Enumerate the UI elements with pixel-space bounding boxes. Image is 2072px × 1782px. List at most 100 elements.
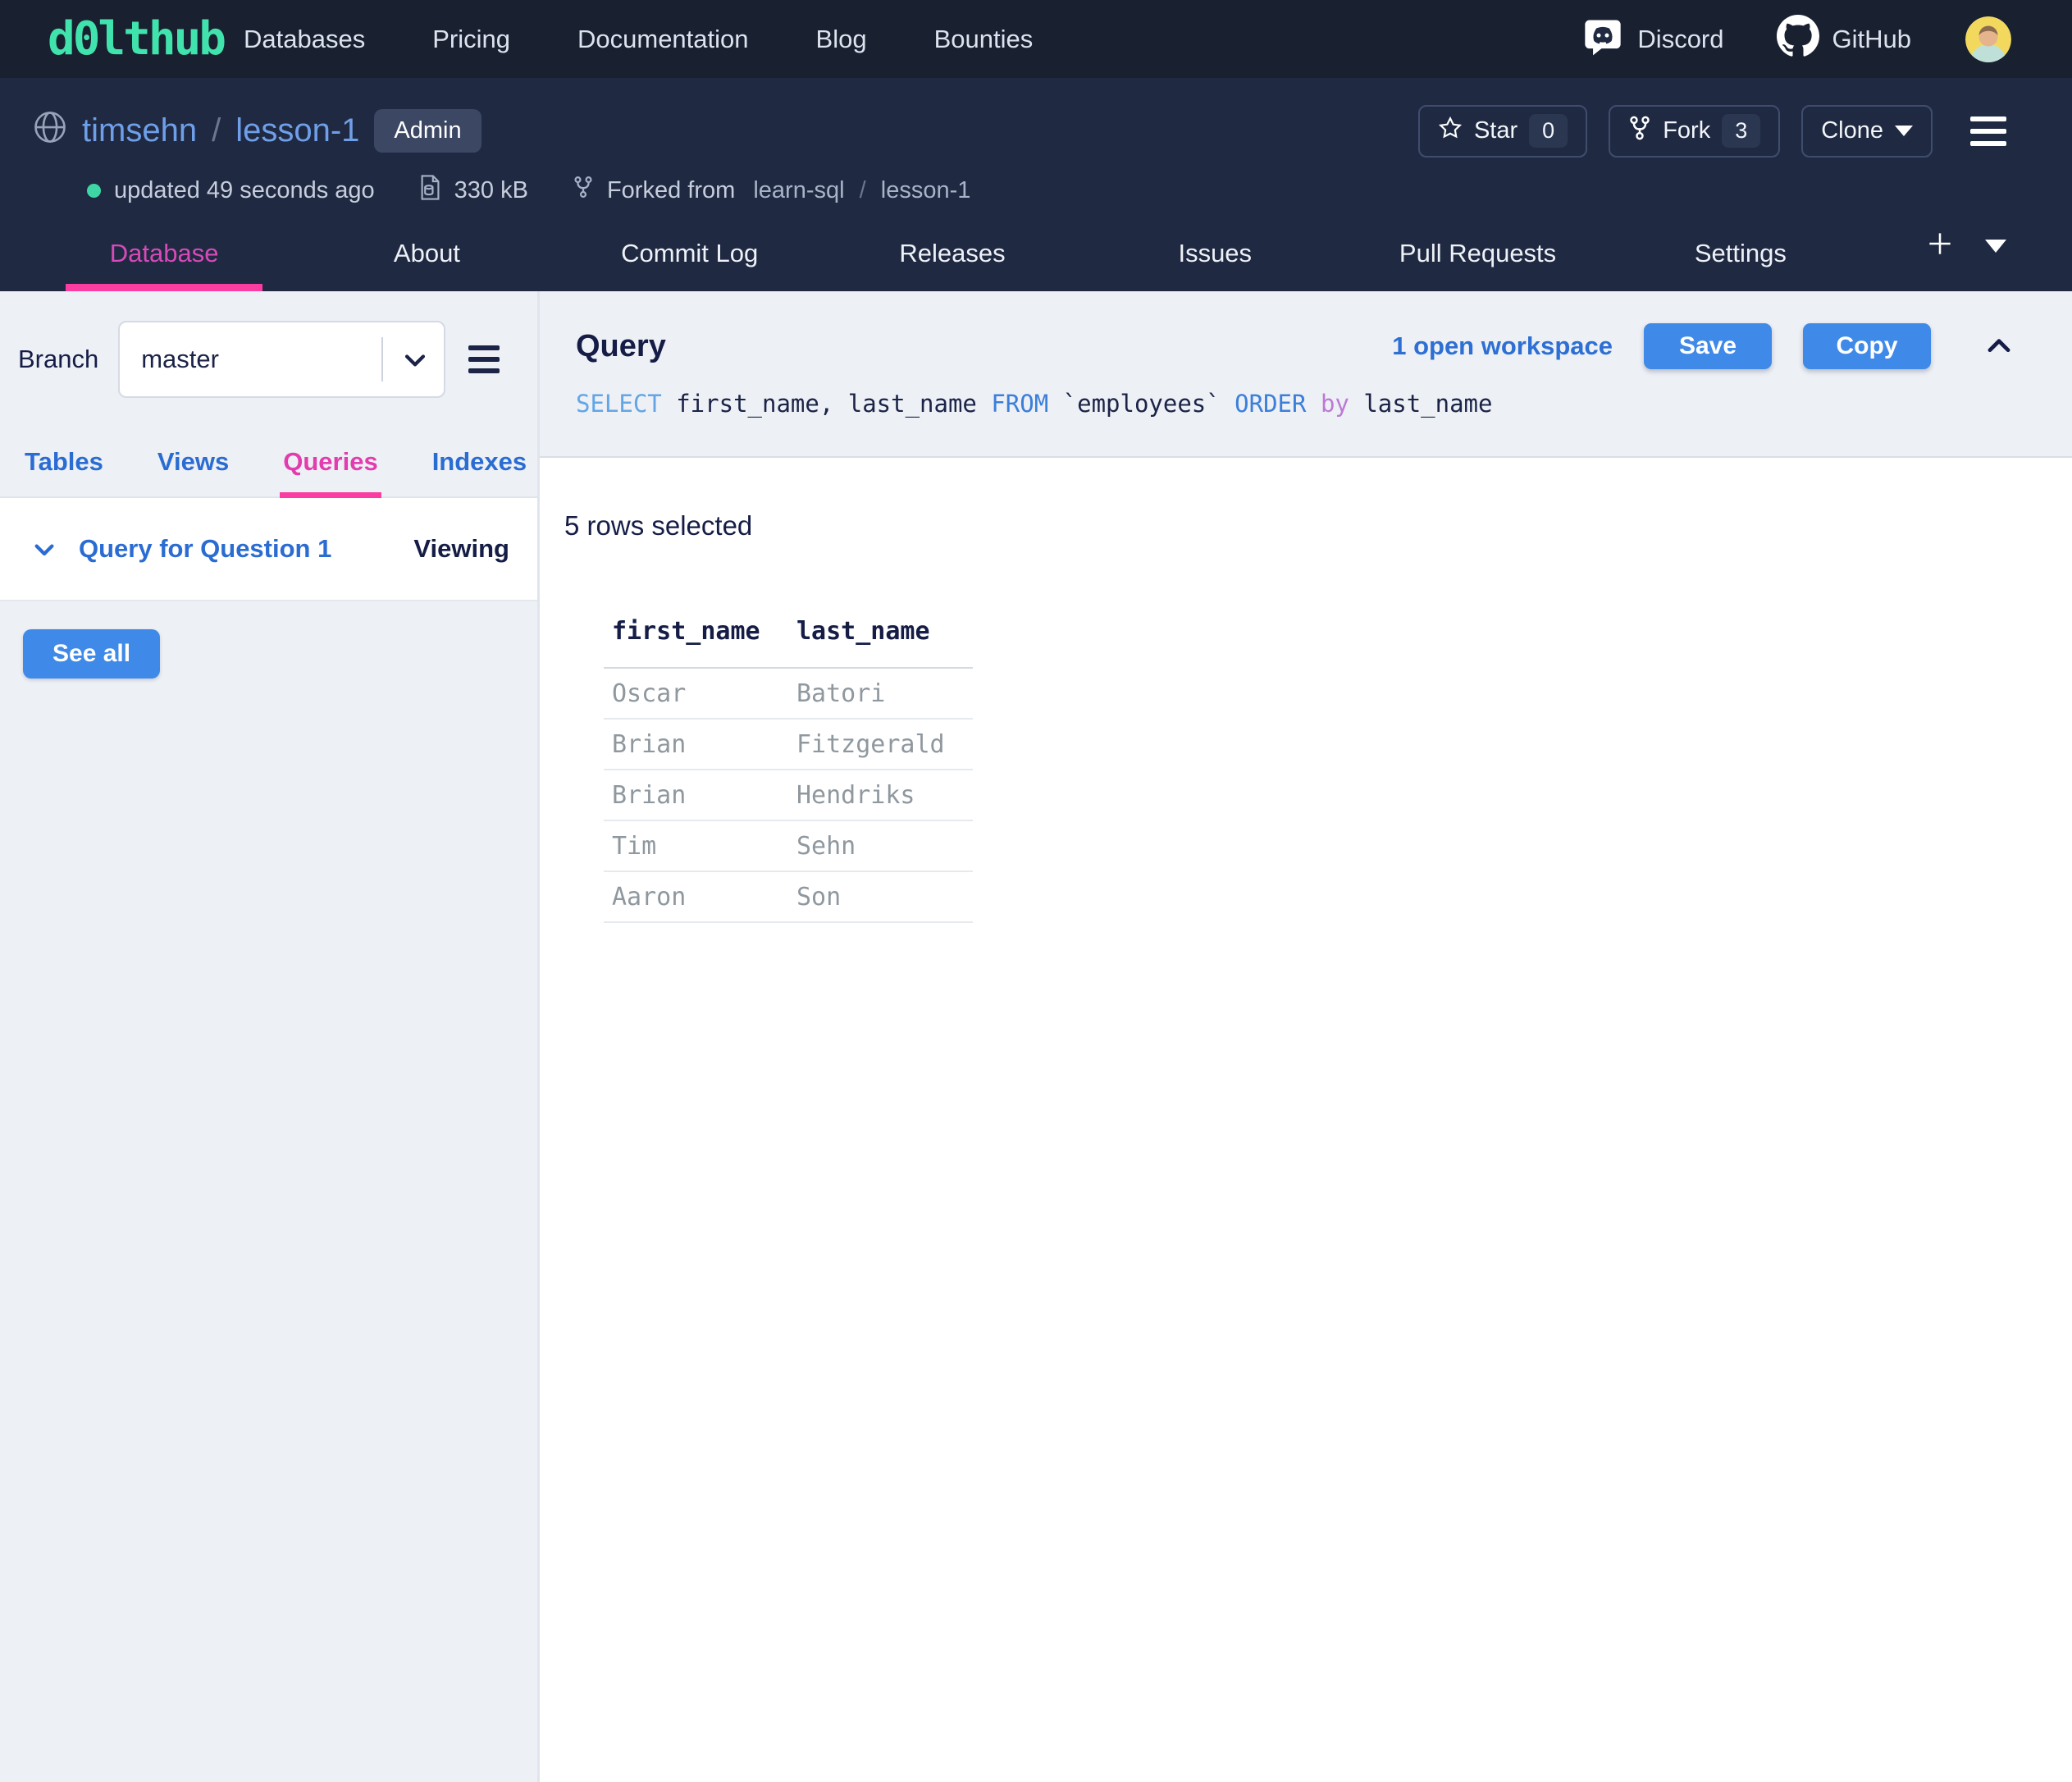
discord-label: Discord <box>1637 24 1724 53</box>
forked-owner-link[interactable]: learn-sql <box>753 176 845 203</box>
sidebar-tab-queries[interactable]: Queries <box>283 447 378 476</box>
github-link[interactable]: GitHub <box>1776 14 1911 64</box>
top-nav-links: Databases Pricing Documentation Blog Bou… <box>244 25 1033 54</box>
repo-size: 330 kB <box>454 176 528 203</box>
sql-token: ORDER <box>1235 390 1307 418</box>
repo-meta: updated 49 seconds ago 330 kB Forked fro… <box>87 174 2011 207</box>
table-cell: Sehn <box>788 820 973 872</box>
repo-tabs: Database About Commit Log Releases Issue… <box>33 228 2011 291</box>
tab-database[interactable]: Database <box>33 239 295 291</box>
table-cell: Brian <box>604 770 788 821</box>
query-item-label: Query for Question 1 <box>79 534 332 563</box>
table-cell: Aaron <box>604 871 788 923</box>
sql-token: first_name, last_name <box>661 390 992 418</box>
table-row: Brian Hendriks <box>604 770 973 821</box>
copy-button[interactable]: Copy <box>1803 323 1931 369</box>
branch-label: Branch <box>18 345 99 373</box>
branch-select[interactable]: master <box>118 321 445 398</box>
forked-icon <box>573 175 594 206</box>
breadcrumb: timsehn / lesson-1 <box>33 110 359 153</box>
table-row: Brian Fitzgerald <box>604 719 973 770</box>
fork-icon <box>1628 115 1651 148</box>
clone-button[interactable]: Clone <box>1801 104 1933 158</box>
tab-commit-log[interactable]: Commit Log <box>621 239 759 267</box>
nav-item-documentation[interactable]: Documentation <box>577 24 749 53</box>
nav-item-databases[interactable]: Databases <box>244 24 366 53</box>
sidebar-tab-views[interactable]: Views <box>157 447 230 476</box>
star-button[interactable]: Star 0 <box>1417 104 1588 158</box>
table-cell: Son <box>788 871 973 923</box>
tab-pull-requests[interactable]: Pull Requests <box>1399 239 1557 267</box>
discord-link[interactable]: Discord <box>1581 15 1724 64</box>
sql-token: FROM <box>991 390 1049 418</box>
fork-button[interactable]: Fork 3 <box>1609 104 1781 158</box>
user-avatar[interactable] <box>1965 16 2011 62</box>
tab-about[interactable]: About <box>393 239 460 267</box>
table-row: Oscar Batori <box>604 668 973 720</box>
save-button[interactable]: Save <box>1644 323 1772 369</box>
sidebar-tab-tables[interactable]: Tables <box>25 447 103 476</box>
forked-prefix: Forked from <box>606 176 736 203</box>
sidebar-tabs: Tables Views Queries Indexes <box>0 447 537 498</box>
clone-label: Clone <box>1821 117 1883 144</box>
chevron-down-icon <box>404 354 426 367</box>
collapse-query-button[interactable] <box>1983 331 2015 362</box>
tabs-dropdown-button[interactable] <box>1984 239 2006 253</box>
results-table: first_name last_name Oscar Batori Brian Fitz… <box>604 617 973 923</box>
branch-menu-button[interactable] <box>465 342 503 377</box>
star-icon <box>1438 116 1463 147</box>
repo-menu-button[interactable] <box>1965 112 2011 151</box>
sql-token: by <box>1320 390 1349 418</box>
star-label: Star <box>1473 117 1518 144</box>
tab-settings[interactable]: Settings <box>1694 239 1787 267</box>
sql-token: SELECT <box>576 390 662 418</box>
results-header-row: first_name last_name <box>604 617 973 669</box>
github-label: GitHub <box>1832 24 1911 53</box>
query-item-status: Viewing <box>413 534 509 563</box>
table-cell: Oscar <box>604 668 788 720</box>
table-cell: Hendriks <box>788 770 973 821</box>
results-body: Oscar Batori Brian Fitzgerald Brian Hendriks T… <box>604 668 973 923</box>
chevron-up-icon <box>1988 339 2010 353</box>
sql-token: `employees` <box>1048 390 1235 418</box>
nav-item-bounties[interactable]: Bounties <box>933 24 1034 53</box>
table-cell: Tim <box>604 820 788 872</box>
sidebar: Branch master Tables Views Queries Index… <box>0 291 540 1782</box>
table-row: Tim Sehn <box>604 820 973 872</box>
add-tab-button[interactable] <box>1924 228 1956 263</box>
breadcrumb-separator: / <box>212 112 221 148</box>
forked-repo-link[interactable]: lesson-1 <box>880 176 971 203</box>
open-workspace-link[interactable]: 1 open workspace <box>1392 331 1613 360</box>
fork-count: 3 <box>1722 114 1761 148</box>
repo-name-link[interactable]: lesson-1 <box>235 112 360 148</box>
column-header: last_name <box>788 617 973 669</box>
table-row: Aaron Son <box>604 871 973 923</box>
tab-releases[interactable]: Releases <box>899 239 1006 267</box>
sidebar-tab-indexes[interactable]: Indexes <box>431 447 527 476</box>
top-nav-right: Discord GitHub <box>1581 14 2011 64</box>
see-all-button[interactable]: See all <box>23 629 161 679</box>
results-area: 5 rows selected first_name last_name Osca… <box>540 458 2072 923</box>
star-count: 0 <box>1529 114 1568 148</box>
discord-icon <box>1581 15 1624 64</box>
forked-from: Forked from learn-sql / lesson-1 <box>606 176 971 203</box>
dolthub-logo[interactable]: d0lthub <box>48 12 226 66</box>
chevron-down-icon <box>34 544 54 556</box>
updated-text: updated 49 seconds ago <box>114 176 375 203</box>
main-panel: Query 1 open workspace Save Copy SELECT … <box>540 291 2072 1782</box>
nav-item-blog[interactable]: Blog <box>815 24 867 53</box>
tab-issues[interactable]: Issues <box>1178 239 1253 267</box>
fork-label: Fork <box>1663 117 1711 144</box>
nav-item-pricing[interactable]: Pricing <box>432 24 510 53</box>
query-list-item[interactable]: Query for Question 1 Viewing <box>0 498 537 601</box>
select-divider <box>381 337 383 382</box>
sql-query[interactable]: SELECT first_name, last_name FROM `emplo… <box>576 390 2015 418</box>
sql-token <box>1306 390 1320 418</box>
query-header: Query 1 open workspace Save Copy SELECT … <box>540 291 2072 458</box>
query-title: Query <box>576 328 666 363</box>
top-nav: d0lthub Databases Pricing Documentation … <box>0 0 2072 78</box>
repo-owner-link[interactable]: timsehn <box>82 112 198 148</box>
sql-token: last_name <box>1349 390 1493 418</box>
rows-selected-text: 5 rows selected <box>564 510 753 541</box>
admin-badge: Admin <box>374 109 481 153</box>
